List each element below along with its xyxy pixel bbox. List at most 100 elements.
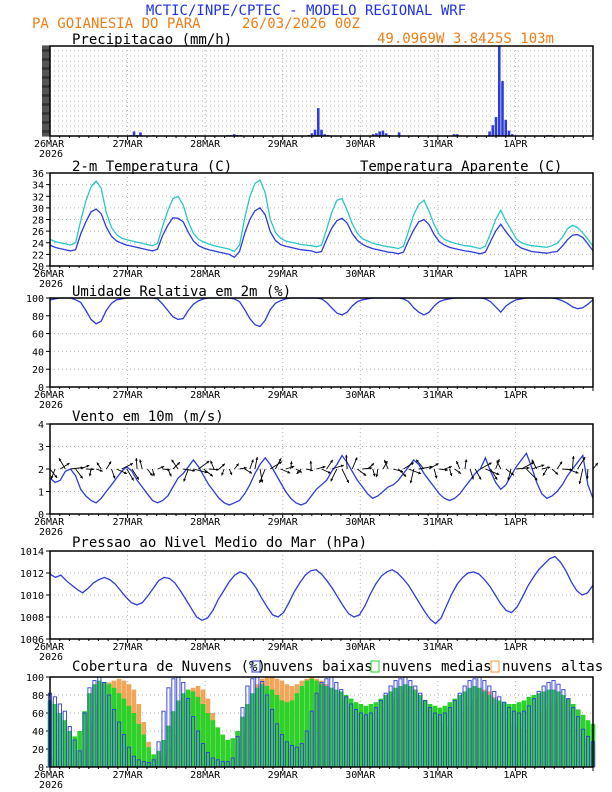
wind-arrow-head (571, 456, 575, 459)
precip-xtick-label: 29MAR (268, 139, 299, 150)
cloud-bar-medium (180, 693, 186, 767)
temperature-xtick-label: 31MAR (423, 269, 454, 280)
wind-arrow-head (192, 469, 196, 472)
wind-arrow-head (582, 456, 586, 460)
precip-xtick-label: 31MAR (423, 139, 454, 150)
cloud-bar-medium (541, 691, 546, 767)
cloud-bar-medium (501, 702, 507, 767)
cloud-bar-medium (279, 700, 285, 767)
wind-arrow-head (131, 477, 134, 481)
wind-arrow-head (112, 475, 116, 479)
wind-arrow-head (168, 473, 172, 477)
cloud-bar-medium (136, 723, 142, 767)
wind-arrow-head (66, 463, 70, 466)
wind-ytick-label: 4 (38, 420, 44, 431)
wind-arrow-head (346, 479, 349, 483)
pressure-ytick-label: 1008 (20, 613, 44, 624)
cloud-bar-medium (496, 700, 502, 767)
precip-xtick-label: 28MAR (190, 139, 221, 150)
cloud-bar-medium (274, 695, 280, 767)
wind-arrow-head (278, 461, 282, 465)
cloud-bar-medium (452, 698, 458, 767)
wind-arrow-head (216, 468, 219, 471)
temperature-ytick-label: 34 (32, 181, 44, 192)
wind-arrow-head (296, 471, 300, 474)
temperature-xtick-year: 2026 (39, 279, 63, 290)
cloud-bar-medium (472, 686, 477, 767)
legend-low-swatch (251, 660, 261, 673)
legend-low-label: nuvens baixas (263, 659, 373, 675)
cloud-bar-medium (240, 716, 245, 767)
precip-bar (452, 134, 456, 136)
cloud-bar-medium (304, 680, 309, 767)
precip-bar (139, 132, 142, 136)
humidity-xtick-label: 29MAR (268, 390, 299, 401)
wind-arrow-head (210, 460, 213, 464)
wind-arrow-head (278, 458, 282, 462)
precip-bar (384, 133, 388, 136)
wind-arrow-head (309, 460, 313, 464)
cloud-bar-medium (67, 731, 73, 767)
humidity-xtick-year: 2026 (39, 400, 63, 411)
wind-arrow-head (330, 459, 333, 463)
wind-arrow-head (327, 470, 331, 474)
cloud-bar-medium (72, 736, 77, 767)
precip-xtick-label: 30MAR (345, 139, 376, 150)
wind-xtick-label: 1APR (503, 517, 528, 528)
humidity-frame (49, 297, 594, 388)
wind-arrow-head (534, 477, 538, 481)
cloud-bar-medium (230, 738, 235, 767)
cloud-bar-medium (551, 689, 556, 767)
wind-ytick-label: 1 (38, 488, 44, 499)
header-title: MCTIC/INPE/CPTEC - MODELO REGIONAL WRF (146, 3, 466, 19)
cloud-bar-medium (52, 704, 58, 767)
cloud-bar-medium (393, 687, 398, 767)
cloud-bar-medium (561, 695, 566, 767)
precip-frame (49, 45, 594, 137)
wind-arrow-head (209, 473, 213, 477)
wind-arrow-head (330, 478, 334, 482)
clouds-xtick-label: 27MAR (113, 770, 144, 781)
wind-arrow-head (372, 473, 376, 477)
wind-arrow-head (547, 466, 551, 470)
cloud-bar-medium (417, 695, 423, 767)
wind-arrow-head (229, 472, 233, 476)
cloud-bar-medium (269, 689, 275, 767)
wind-arrow-head (510, 472, 514, 476)
wind-arrow-head (135, 458, 138, 461)
wind-arrow-head (139, 459, 142, 463)
wind-arrow-head (221, 463, 225, 467)
cloud-bar-medium (467, 687, 472, 767)
cloud-bar-medium (111, 687, 117, 767)
cloud-bar-medium (146, 747, 152, 767)
wind-arrow-head (291, 465, 295, 469)
precip-bar (504, 119, 508, 136)
clouds-xtick-label: 28MAR (190, 770, 221, 781)
legend-medium-label: nuvens medias (382, 659, 492, 675)
cloud-bar-medium (106, 684, 112, 767)
wind-arrow-head (369, 466, 373, 470)
precip-bar (494, 117, 498, 136)
pressure-frame (49, 550, 594, 640)
wind-arrow-head (429, 465, 433, 469)
clouds-ytick-label: 100 (26, 673, 44, 684)
pressure-xtick-label: 29MAR (268, 642, 299, 653)
cloud-bar-medium (398, 686, 403, 767)
cloud-bar-medium (388, 691, 393, 767)
wind-arrow-head (456, 461, 459, 465)
precip-bar (378, 131, 381, 136)
cloud-bar-medium (166, 725, 171, 767)
cloud-bar-medium (516, 702, 522, 767)
cloud-bar-medium (491, 698, 497, 767)
cloud-bar-medium (338, 691, 344, 767)
cloud-bar-medium (92, 684, 97, 767)
cloud-bar-medium (427, 704, 433, 767)
cloud-bar-medium (156, 750, 161, 767)
precip-bar (320, 129, 323, 136)
cloud-bar-medium (126, 705, 132, 767)
wind-series-line (49, 451, 594, 506)
wind-arrow-head (243, 466, 247, 470)
cloud-bar-medium (289, 700, 295, 767)
cloud-bar-medium (408, 686, 413, 767)
